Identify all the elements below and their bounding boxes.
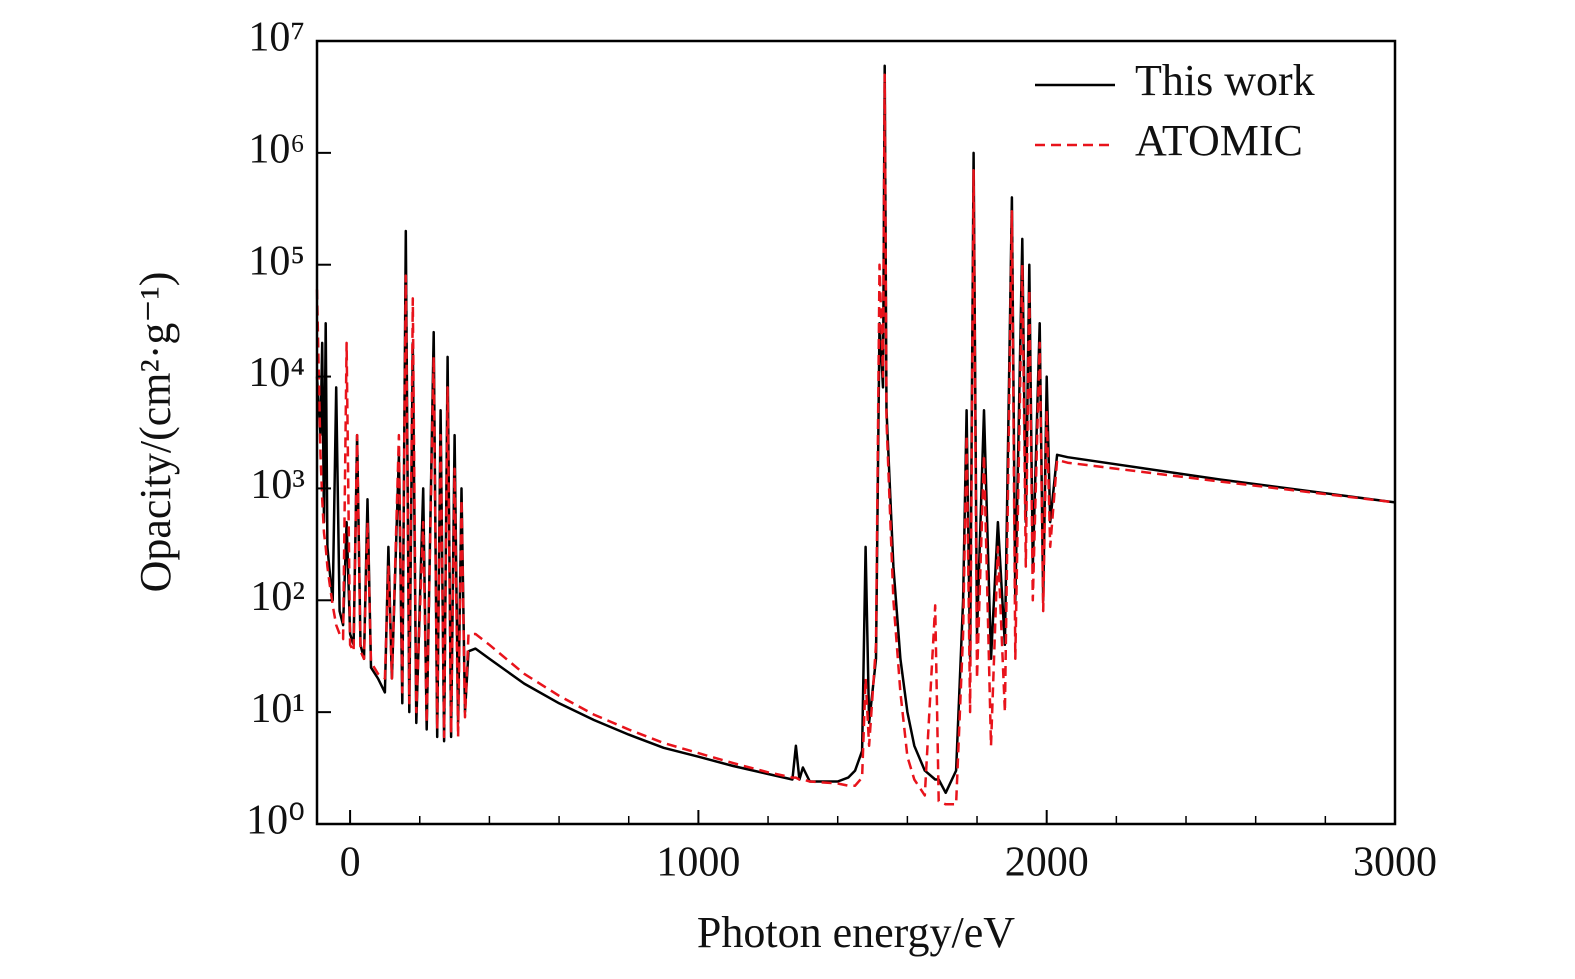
y-tick-label: 10⁰ (246, 798, 305, 844)
legend-label: ATOMIC (1135, 116, 1303, 165)
x-tick-label: 0 (340, 840, 361, 886)
x-axis-label: Photon energy/eV (697, 908, 1015, 957)
x-tick-label: 3000 (1353, 840, 1437, 886)
y-tick-label: 10⁶ (248, 126, 305, 172)
y-tick-label: 10² (250, 574, 305, 620)
y-tick-label: 10⁴ (248, 350, 305, 396)
y-axis-label: Opacity/(cm²·g⁻¹) (131, 272, 180, 593)
y-tick-label: 10⁵ (248, 238, 305, 284)
y-tick-label: 10⁷ (248, 15, 305, 61)
y-tick-label: 10¹ (250, 686, 305, 732)
legend-label: This work (1135, 56, 1315, 105)
x-tick-label: 1000 (656, 840, 740, 886)
axes-frame (315, 39, 1397, 826)
x-tick-label: 2000 (1005, 840, 1089, 886)
y-tick-label: 10³ (250, 462, 305, 508)
series-line (315, 73, 1396, 806)
plot-area (315, 64, 1396, 806)
